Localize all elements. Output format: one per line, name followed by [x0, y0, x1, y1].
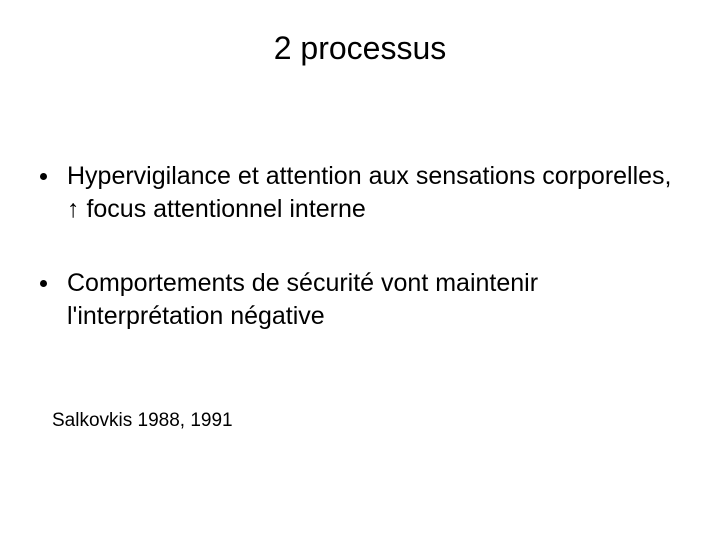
bullet-text: Hypervigilance et attention aux sensatio…	[67, 160, 680, 225]
bullet-text: Comportements de sécurité vont maintenir…	[67, 267, 680, 332]
list-item: Hypervigilance et attention aux sensatio…	[40, 160, 680, 225]
citation-text: Salkovkis 1988, 1991	[52, 410, 233, 432]
bullet-list: Hypervigilance et attention aux sensatio…	[40, 160, 680, 374]
bullet-dot-icon	[40, 280, 47, 287]
slide-title: 2 processus	[0, 30, 720, 67]
bullet-dot-icon	[40, 173, 47, 180]
list-item: Comportements de sécurité vont maintenir…	[40, 267, 680, 332]
